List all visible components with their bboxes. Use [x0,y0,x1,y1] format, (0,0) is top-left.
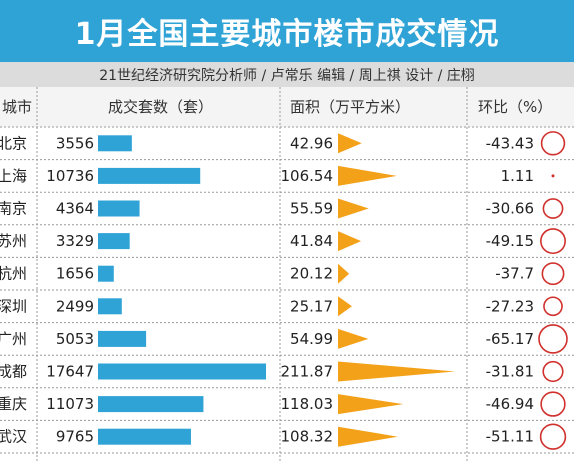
table-header: 城市 成交套数（套） 面积（万平方米） 环比（%） [0,87,574,127]
change-circle [541,262,565,286]
city-label: 重庆 [0,395,27,413]
units-value-label: 11073 [46,395,94,413]
page-title: 1月全国主要城市楼市成交情况 [74,17,500,52]
city-label: 成都 [0,363,27,381]
credits-text: 21世纪经济研究院分析师 / 卢常乐 编辑 / 周上祺 设计 / 庄栩 [99,67,475,84]
city-label: 上海 [0,167,27,185]
area-value-label: 55.59 [290,200,333,218]
area-triangle [338,231,362,252]
change-value-label: -46.94 [486,395,534,413]
area-triangle [338,426,398,447]
area-triangle [338,361,455,382]
units-bar [98,363,266,380]
change-value-label: -37.7 [495,265,534,283]
city-label: 广州 [0,330,27,348]
units-bar [98,167,201,184]
change-value-label: -65.17 [486,330,534,348]
units-bar [98,330,147,347]
change-circle [539,423,567,450]
change-value-label: -43.43 [486,134,534,152]
header-city: 城市 [2,98,33,116]
change-value-label: 1.11 [501,167,534,185]
area-value-label: 118.03 [281,395,334,413]
change-value-label: -27.23 [486,297,534,315]
title-bar: 1月全国主要城市楼市成交情况 [0,0,574,62]
area-triangle [338,133,362,154]
area-value-label: 25.17 [290,297,333,315]
area-triangle [338,394,404,415]
area-value-label: 211.87 [281,363,334,381]
units-value-label: 4364 [56,200,94,218]
city-label: 深圳 [0,297,27,315]
area-value-label: 41.84 [290,232,333,250]
change-value-label: -30.66 [486,200,534,218]
area-value-label: 54.99 [290,330,333,348]
header-change: 环比（%） [478,98,553,116]
units-bar [98,265,114,282]
units-value-label: 5053 [56,330,94,348]
units-value-label: 17647 [46,363,94,381]
change-value-label: -31.81 [486,363,534,381]
city-label: 武汉 [0,428,27,446]
change-circle [540,391,566,417]
area-value-label: 42.96 [290,134,333,152]
change-circle [538,324,568,354]
units-value-label: 1656 [56,265,94,283]
area-triangle [338,328,369,349]
area-triangle [338,296,352,317]
units-bar [98,135,132,152]
units-value-label: 3556 [56,134,94,152]
units-bar [98,428,191,445]
change-circle [542,360,564,383]
units-value-label: 3329 [56,232,94,250]
units-bar [98,396,204,413]
header-area: 面积（万平方米） [290,98,411,116]
area-triangle [338,263,350,284]
credit-bar: 21世纪经济研究院分析师 / 卢常乐 编辑 / 周上祺 设计 / 庄栩 [0,62,574,87]
change-circle [540,228,566,255]
header-units: 成交套数（套） [108,98,214,116]
city-label: 苏州 [0,232,27,250]
change-circle [543,296,563,317]
city-label: 南京 [0,200,27,218]
area-triangle [338,198,369,219]
area-triangle [338,165,397,186]
units-value-label: 10736 [46,167,94,185]
change-value-label: -49.15 [486,232,534,250]
change-circle [551,174,555,178]
units-value-label: 2499 [56,297,94,315]
area-value-label: 20.12 [290,265,333,283]
units-bar [98,233,130,250]
units-value-label: 9765 [56,428,94,446]
area-value-label: 106.54 [281,167,334,185]
change-circle [542,198,564,219]
units-bar [98,200,140,217]
change-circle [540,131,566,156]
units-bar [98,298,122,315]
change-value-label: -51.11 [486,428,534,446]
area-value-label: 108.32 [281,428,334,446]
city-label: 杭州 [0,265,27,283]
city-label: 北京 [0,134,27,152]
